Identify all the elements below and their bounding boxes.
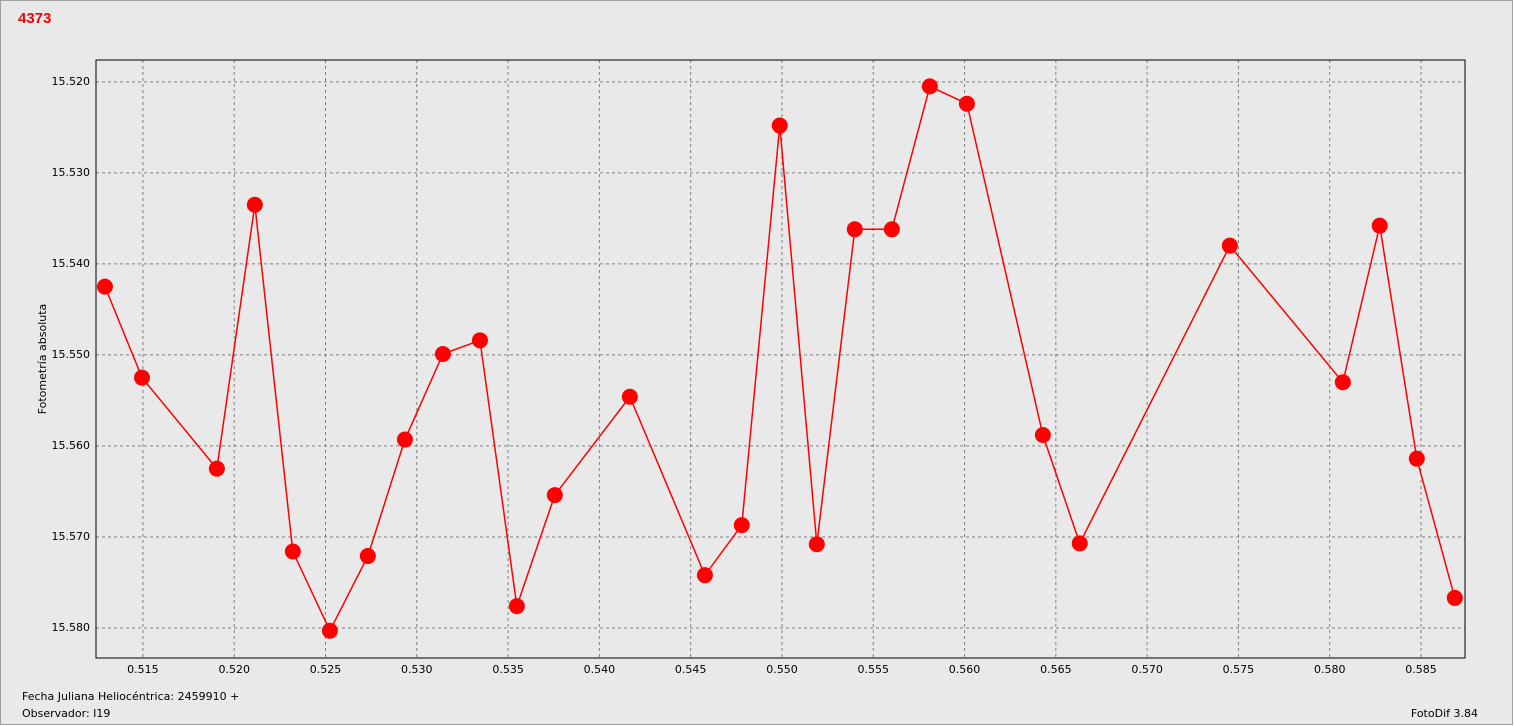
x-axis-label: Fecha Juliana Heliocéntrica: 2459910 +: [22, 690, 239, 703]
point: [321, 622, 338, 639]
point: [1446, 589, 1463, 606]
point: [1071, 535, 1088, 552]
y-tick-label: 15.570: [52, 530, 91, 543]
point: [1034, 427, 1051, 444]
point: [921, 78, 938, 95]
y-tick-label: 15.580: [52, 621, 91, 634]
x-tick-label: 0.585: [1405, 663, 1437, 676]
point: [696, 567, 713, 584]
point: [1408, 450, 1425, 467]
x-tick-label: 0.560: [949, 663, 981, 676]
point: [508, 598, 525, 615]
y-tick-label: 15.520: [52, 75, 91, 88]
x-tick-label: 0.520: [218, 663, 250, 676]
point: [396, 431, 413, 448]
y-tick-label: 15.560: [52, 439, 91, 452]
point: [284, 543, 301, 560]
y-axis-label: Fotometría absoluta: [36, 304, 49, 415]
y-tick-label: 15.530: [52, 166, 91, 179]
point: [208, 460, 225, 477]
point: [1371, 217, 1388, 234]
point: [771, 117, 788, 134]
point: [134, 369, 151, 386]
x-tick-label: 0.550: [766, 663, 798, 676]
point: [808, 536, 825, 553]
point: [733, 517, 750, 534]
point: [621, 388, 638, 405]
x-tick-label: 0.580: [1314, 663, 1346, 676]
point: [246, 196, 263, 213]
point: [471, 332, 488, 349]
x-tick-label: 0.565: [1040, 663, 1072, 676]
point: [958, 95, 975, 112]
point: [546, 487, 563, 504]
x-tick-label: 0.540: [584, 663, 616, 676]
software: FotoDif 3.84: [1411, 707, 1478, 720]
point: [96, 278, 113, 295]
chart-title: 4373: [18, 10, 51, 27]
x-tick-label: 0.530: [401, 663, 433, 676]
plot-frame: [95, 59, 1466, 659]
point: [883, 221, 900, 238]
point: [846, 221, 863, 238]
y-tick-label: 15.540: [52, 257, 91, 270]
line: [104, 85, 1456, 633]
x-tick-label: 0.535: [492, 663, 524, 676]
point: [1334, 374, 1351, 391]
x-tick-label: 0.570: [1131, 663, 1163, 676]
point: [434, 345, 451, 362]
x-tick-label: 0.515: [127, 663, 159, 676]
x-tick-label: 0.555: [858, 663, 890, 676]
point: [1221, 237, 1238, 254]
observer: Observador: I19: [22, 707, 110, 720]
x-tick-label: 0.525: [310, 663, 342, 676]
x-tick-label: 0.545: [675, 663, 707, 676]
y-tick-label: 15.550: [52, 348, 91, 361]
point: [359, 548, 376, 565]
x-tick-label: 0.575: [1223, 663, 1255, 676]
